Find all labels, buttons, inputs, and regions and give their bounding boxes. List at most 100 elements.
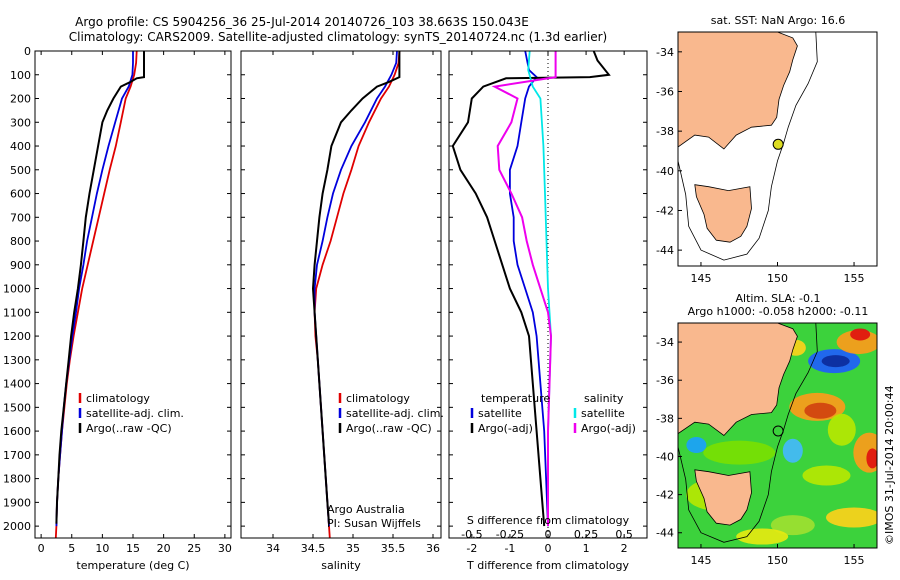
x-tick-label: 30 bbox=[218, 542, 232, 555]
sla-map-title-line2: Argo h1000: -0.058 h2000: -0.11 bbox=[688, 305, 869, 318]
series-line-argo-raw-qc- bbox=[55, 51, 145, 524]
sla-anomaly bbox=[703, 440, 776, 465]
map-x-tick-label: 155 bbox=[844, 554, 865, 567]
plot-frame bbox=[240, 50, 442, 539]
map-y-tick-label: -40 bbox=[656, 165, 674, 178]
x-tick-label: 5 bbox=[68, 542, 75, 555]
legend-title-salinity: salinity bbox=[584, 392, 624, 405]
x-axis-label: T difference from climatology bbox=[466, 559, 629, 572]
x-tick-label: 0 bbox=[38, 542, 45, 555]
plot-area bbox=[241, 51, 441, 538]
y-tick-label: 700 bbox=[10, 211, 31, 224]
y-tick-label: 1600 bbox=[3, 425, 31, 438]
x-tick-label: 2 bbox=[621, 542, 628, 555]
sla-anomaly bbox=[804, 402, 837, 419]
y-tick-label: 0 bbox=[24, 45, 31, 58]
temperature-panel: 0 5 10 15 20 25 300100200300400500600700800900… bbox=[3, 45, 232, 572]
x-tick-label: 34.5 bbox=[301, 542, 326, 555]
sst-map-panel: 145 150 155 -34 -36 -38 -40 -42 -44 sat. SST: NaN… bbox=[656, 14, 878, 285]
x-tick-label: 25 bbox=[187, 542, 201, 555]
x-tick-label: 36 bbox=[426, 542, 440, 555]
sla-map-title-line1: Altim. SLA: -0.1 bbox=[735, 292, 820, 305]
map-y-tick-label: -44 bbox=[656, 527, 674, 540]
x-axis-label: salinity bbox=[321, 559, 361, 572]
series-line-salinity-argo-adj- bbox=[491, 51, 557, 527]
difference-panel: -2 -1 0 1 2 T difference from climatology temp… bbox=[448, 50, 648, 572]
y-tick-label: 1000 bbox=[3, 283, 31, 296]
legend-label: satellite-adj. clim. bbox=[346, 407, 444, 420]
map-frame bbox=[677, 31, 878, 267]
legend-label: Argo(-adj) bbox=[478, 422, 533, 435]
figure-title-line2: Climatology: CARS2009. Satellite-adjuste… bbox=[69, 30, 607, 44]
y-tick-label: 800 bbox=[10, 235, 31, 248]
y-tick-label: 900 bbox=[10, 259, 31, 272]
y-tick-label: 400 bbox=[10, 140, 31, 153]
depth-contour bbox=[678, 323, 818, 543]
legend-label: Argo(-adj) bbox=[581, 422, 636, 435]
sla-anomaly bbox=[821, 355, 850, 368]
map-y-tick-label: -36 bbox=[656, 85, 674, 98]
figure-title-line1: Argo profile: CS 5904256_36 25-Jul-2014 … bbox=[75, 15, 529, 29]
x-tick-label: 20 bbox=[157, 542, 171, 555]
sla-anomaly bbox=[736, 528, 789, 545]
y-tick-label: 200 bbox=[10, 93, 31, 106]
map-x-tick-label: 145 bbox=[690, 554, 711, 567]
tasmania bbox=[694, 184, 752, 243]
x2-tick-label: -0.25 bbox=[496, 528, 524, 541]
x-tick-label: 0 bbox=[545, 542, 552, 555]
x-tick-label: 1 bbox=[583, 542, 590, 555]
map-y-tick-label: -36 bbox=[656, 374, 674, 387]
y-tick-label: 300 bbox=[10, 116, 31, 129]
y-tick-label: 1200 bbox=[3, 330, 31, 343]
sla-anomaly bbox=[770, 515, 815, 536]
legend-label: satellite bbox=[478, 407, 522, 420]
y-tick-label: 500 bbox=[10, 164, 31, 177]
argo-float-marker bbox=[772, 138, 784, 150]
map-x-tick-label: 155 bbox=[844, 272, 865, 285]
tasmania bbox=[694, 469, 752, 526]
x2-tick-label: 0 bbox=[545, 528, 552, 541]
plot-frame bbox=[448, 50, 648, 539]
legend-label: Argo(..raw -QC) bbox=[86, 422, 172, 435]
map-x-tick-label: 145 bbox=[690, 272, 711, 285]
series-line-temperature-argo-adj- bbox=[451, 50, 611, 527]
legend-title-temperature: temperature bbox=[481, 392, 550, 405]
x-tick-label: 34 bbox=[266, 542, 280, 555]
legend-label: satellite-adj. clim. bbox=[86, 407, 184, 420]
mainland-australia bbox=[678, 323, 798, 437]
map-y-tick-label: -42 bbox=[656, 489, 674, 502]
y-tick-label: 100 bbox=[10, 69, 31, 82]
map-y-tick-label: -34 bbox=[656, 46, 674, 59]
sla-map-panel: 145 150 155 -34 -36 -38 -40 -42 -44 Altim. SLA: -… bbox=[656, 292, 878, 567]
imos-timestamp-label: ©IMOS 31-Jul-2014 20:00:44 bbox=[883, 385, 896, 545]
sla-anomaly bbox=[782, 438, 803, 463]
map-y-tick-label: -38 bbox=[656, 412, 674, 425]
x-tick-label: 35 bbox=[346, 542, 360, 555]
y-tick-label: 1300 bbox=[3, 354, 31, 367]
sla-anomaly bbox=[686, 437, 707, 454]
y-tick-label: 1700 bbox=[3, 449, 31, 462]
y-tick-label: 1800 bbox=[3, 473, 31, 486]
sla-anomaly bbox=[850, 328, 871, 341]
x2-tick-label: 0.5 bbox=[615, 528, 633, 541]
sla-anomaly bbox=[826, 507, 877, 528]
sla-anomaly bbox=[802, 465, 851, 486]
y-tick-label: 600 bbox=[10, 188, 31, 201]
mainland-australia bbox=[678, 32, 798, 150]
depth-contour bbox=[678, 32, 818, 261]
legend-label: climatology bbox=[86, 392, 150, 405]
x-tick-label: 15 bbox=[126, 542, 140, 555]
y-tick-label: 1100 bbox=[3, 306, 31, 319]
x-axis-label: temperature (deg C) bbox=[76, 559, 189, 572]
x-tick-label: -2 bbox=[466, 542, 477, 555]
x-tick-label: -1 bbox=[504, 542, 515, 555]
map-x-tick-label: 150 bbox=[767, 272, 788, 285]
sla-anomaly bbox=[866, 448, 877, 469]
argo-float-marker bbox=[772, 425, 784, 437]
y-tick-label: 1900 bbox=[3, 496, 31, 509]
plot-frame bbox=[34, 50, 232, 539]
legend-label: Argo(..raw -QC) bbox=[346, 422, 432, 435]
map-y-tick-label: -42 bbox=[656, 204, 674, 217]
legend-label: satellite bbox=[581, 407, 625, 420]
